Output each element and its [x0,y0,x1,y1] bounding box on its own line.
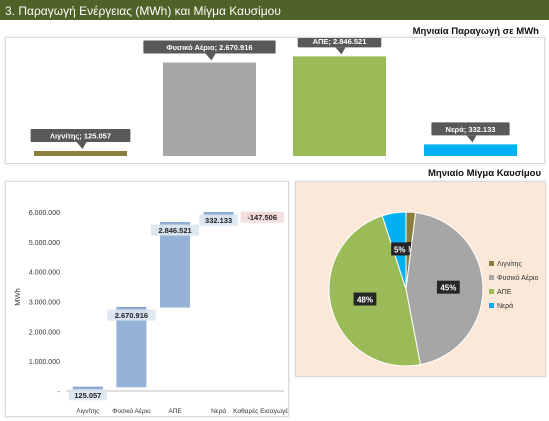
pie-legend-swatch-νερά [489,303,494,308]
pie-label-φυσικό-αέριο: 45% [440,284,456,293]
pie-chart-title: Μηνιαίο Μίγμα Καυσίμου [428,168,541,179]
top-bar-chart: Λιγνίτης; 125.057 Φυσικό Αέριο; 2.670.916… [30,34,517,156]
top-bar-4 [424,144,517,156]
wf-bar-2 [116,307,147,388]
top-bar-label-pointer-1 [76,142,87,149]
section-title: 3. Παραγωγή Ενέργειας (MWh) και Μίγμα Κα… [5,4,281,18]
top-bar-label-4: Νερά; 332.133 [446,125,496,134]
wf-ytick-label: 4.000.000 [29,270,60,277]
top-bar-label-3: ΑΠΕ; 2.846.521 [313,38,367,46]
pie-label-λιγνίτης: 2% [403,245,415,254]
section-header: 3. Παραγωγή Ενέργειας (MWh) και Μίγμα Κα… [0,0,549,22]
pie-label-νερά: 5% [394,245,406,254]
wf-data-label-4: 332.133 [205,216,232,225]
pie-label-box [353,292,377,306]
pie-legend-λιγνίτης: Λιγνίτης [497,260,522,268]
top-bar-label-pointer-4 [466,135,477,143]
top-chart-panel: Λιγνίτης; 125.057 Φυσικό Αέριο; 2.670.916… [5,34,545,164]
pie-legend-απε: ΑΠΕ [497,289,512,296]
top-bar-label-pointer-2 [205,53,216,61]
pie-chart: 2% 45% 48% 5% Λιγνίτης Φυσικό Αέριο ΑΠΕ Νερά [328,211,538,367]
top-bar-label-box-3 [297,34,382,48]
wf-data-label-bg [150,224,200,236]
pie-label-απε: 48% [357,296,373,305]
top-bar-3 [293,56,386,156]
top-bar-label-box-2 [143,40,276,54]
top-bar-label-1: Λιγνίτης; 125.057 [50,132,111,141]
wf-category-λιγνίτης: Λιγνίτης [76,407,99,415]
waterfall-chart: - 1.000.000 2.000.000 3.000.000 4.000.000 5.0… [13,210,291,415]
wf-category-απε: ΑΠΕ [168,408,182,415]
wf-category-νερά: Νερά [211,407,226,415]
pie-legend-swatch-απε [489,289,494,294]
wf-data-label-1: 125.057 [74,391,101,400]
top-chart-title: Μηνιαία Παραγωγή σε MWh [412,26,539,37]
wf-ytick-label: 3.000.000 [29,299,60,306]
top-bar-label-box-1 [30,129,131,142]
wf-data-label-bg [107,309,156,321]
wf-data-label-bg [240,211,284,223]
wf-data-label-bg [68,389,107,401]
pie-legend-swatch-λιγνίτης [489,261,494,266]
wf-ytick-label: 5.000.000 [29,240,60,247]
wf-ytick-label: 6.000.000 [29,210,60,217]
wf-data-label-5: -147.506 [247,213,277,222]
pie-legend-φυσικό-αέριο: Φυσικό Αέριο [497,274,538,282]
wf-data-label-bg [199,214,238,226]
wf-data-label-3: 2.846.521 [158,226,191,235]
wf-data-label-2: 2.670.916 [115,311,148,320]
top-bar-1 [34,151,127,156]
wf-category-καθαρές-εισαγωγές: Καθαρές Εισαγωγές [233,407,288,415]
wf-bar-3 [160,222,190,308]
pie-legend-swatch-φυσικό-αέριο [489,275,494,280]
pie-slice-απε [328,215,422,367]
wf-ytick-label: 2.000.000 [29,329,60,336]
pie-label-box [436,280,460,294]
pie-label-box [391,242,409,256]
wf-category-φυσικό-αέριο: Φυσικό Αέριο [112,407,151,415]
pie-panel: 2% 45% 48% 5% Λιγνίτης Φυσικό Αέριο ΑΠΕ Νερά [295,181,546,377]
waterfall-panel: - 1.000.000 2.000.000 3.000.000 4.000.000 5.0… [5,181,291,417]
top-bar-label-2: Φυσικό Αέριο; 2.670.916 [166,43,252,52]
wf-ytick-label: - [58,389,61,396]
pie-legend-νερά: Νερά [497,302,513,310]
wf-ylabel: MWh [13,288,22,306]
wf-bar-1 [72,387,103,391]
top-bar-label-pointer-3 [335,47,346,55]
top-bar-2 [163,62,256,156]
top-bar-label-box-4 [431,122,510,136]
wf-ytick-label: 1.000.000 [29,359,60,366]
